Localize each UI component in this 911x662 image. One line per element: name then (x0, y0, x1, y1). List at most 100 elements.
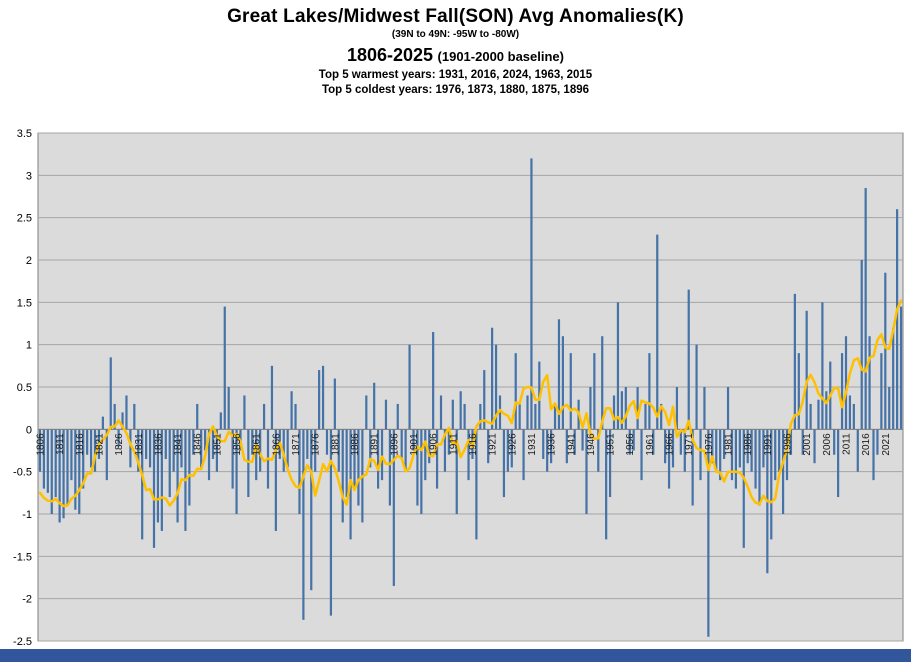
bar-year-1891 (373, 382, 376, 430)
x-tick-label: 1856 (232, 433, 243, 456)
bar-year-1884 (345, 429, 348, 498)
bar-year-1889 (365, 395, 368, 430)
bar-year-1892 (377, 429, 380, 489)
bar-year-1830 (133, 403, 136, 430)
x-tick-label: 1901 (409, 433, 420, 456)
bar-year-2012 (848, 395, 852, 430)
x-tick-label: 1871 (291, 433, 302, 456)
bar-year-1809 (50, 429, 53, 514)
bar-year-1987 (750, 429, 753, 472)
bar-year-1861 (255, 429, 258, 481)
bar-year-1847 (200, 429, 203, 468)
bar-year-1994 (778, 429, 781, 472)
bar-year-2013 (852, 403, 855, 430)
bar-year-1908 (439, 395, 443, 430)
x-tick-label: 1816 (75, 433, 86, 456)
bar-year-1948 (597, 429, 600, 472)
bar-year-1998 (793, 293, 796, 430)
bar-year-1826 (117, 429, 120, 447)
bar-year-1875 (310, 429, 313, 591)
y-tick-label: -2.5 (13, 636, 32, 648)
bar-year-1980 (723, 429, 726, 459)
x-tick-label: 1986 (743, 433, 754, 456)
chart-period: 1806-2025 (346, 45, 434, 65)
bar-year-1958 (636, 387, 639, 430)
bar-year-1928 (518, 403, 521, 430)
bar-year-2002 (809, 403, 812, 430)
smoothed-average-line (38, 299, 903, 508)
bar-year-1976 (707, 429, 710, 637)
x-tick-label: 1936 (547, 433, 558, 456)
bar-year-1911 (451, 399, 454, 430)
bar-year-1823 (105, 429, 108, 481)
x-tick-label: 1806 (35, 433, 46, 456)
bar-year-1944 (581, 429, 584, 451)
x-tick-label: 1811 (55, 433, 66, 455)
bar-year-1817 (82, 429, 85, 489)
bar-year-2015 (860, 260, 863, 430)
bar-year-1988 (754, 429, 757, 489)
bar-year-2021 (884, 272, 887, 430)
bar-year-1820 (93, 429, 97, 472)
y-tick-label: 3.5 (17, 128, 32, 140)
bar-year-1985 (742, 429, 745, 548)
bar-year-1895 (388, 429, 391, 506)
bar-year-1880 (329, 429, 333, 616)
chart-period-line: 1806-2025 (1901-2000 baseline) (0, 45, 911, 66)
y-tick-label: 1.5 (17, 297, 32, 309)
bar-year-2022 (888, 387, 891, 430)
bar-year-1814 (70, 429, 73, 481)
bar-year-1966 (667, 429, 671, 489)
bar-year-2004 (817, 399, 820, 430)
bar-year-1860 (251, 429, 254, 455)
bar-year-2005 (821, 302, 824, 430)
y-tick-label: 0.5 (17, 382, 32, 394)
bar-year-1909 (443, 429, 447, 472)
bar-year-1914 (463, 403, 466, 430)
bar-year-2016 (864, 188, 867, 430)
bar-year-1836 (156, 429, 160, 523)
bar-year-1853 (223, 306, 226, 430)
x-tick-label: 1886 (350, 433, 361, 456)
bar-year-1952 (612, 395, 616, 430)
bar-year-1971 (687, 289, 690, 430)
bar-year-2014 (856, 429, 859, 472)
y-tick-label: 1 (26, 340, 32, 352)
bar-year-1846 (196, 403, 199, 430)
bar-year-1894 (384, 399, 388, 430)
bar-year-1879 (325, 429, 329, 455)
bar-year-2003 (813, 429, 816, 464)
bar-year-1858 (243, 395, 246, 430)
bar-year-1935 (546, 429, 549, 472)
x-tick-label: 2016 (861, 433, 872, 456)
bar-year-1806 (38, 429, 42, 472)
bar-year-1955 (624, 387, 627, 430)
bar-year-1902 (416, 429, 419, 506)
x-tick-label: 1921 (488, 433, 499, 456)
bar-year-1913 (459, 391, 462, 430)
bar-year-1970 (683, 429, 686, 472)
bar-year-1918 (479, 403, 482, 430)
bar-year-1904 (424, 429, 427, 481)
y-tick-label: -2 (22, 594, 32, 606)
x-tick-label: 1911 (448, 433, 459, 455)
bar-year-1923 (498, 395, 502, 430)
bar-year-1932 (534, 403, 537, 430)
bar-year-1854 (227, 387, 230, 430)
bar-year-1850 (211, 429, 215, 459)
bar-year-1865 (270, 365, 274, 430)
top5-coldest-line: Top 5 coldest years: 1976, 1873, 1880, 1… (321, 84, 590, 96)
bar-year-1929 (522, 429, 525, 481)
bar-year-1841 (176, 429, 179, 523)
bar-year-1982 (730, 429, 734, 481)
bar-year-1816 (78, 429, 81, 514)
bar-year-1852 (219, 412, 222, 430)
bar-year-1978 (715, 429, 718, 472)
bar-year-1921 (491, 327, 494, 430)
bar-year-1873 (302, 429, 305, 620)
bar-year-1941 (569, 353, 572, 430)
x-tick-label: 1876 (311, 433, 322, 456)
bar-year-1872 (298, 429, 301, 514)
